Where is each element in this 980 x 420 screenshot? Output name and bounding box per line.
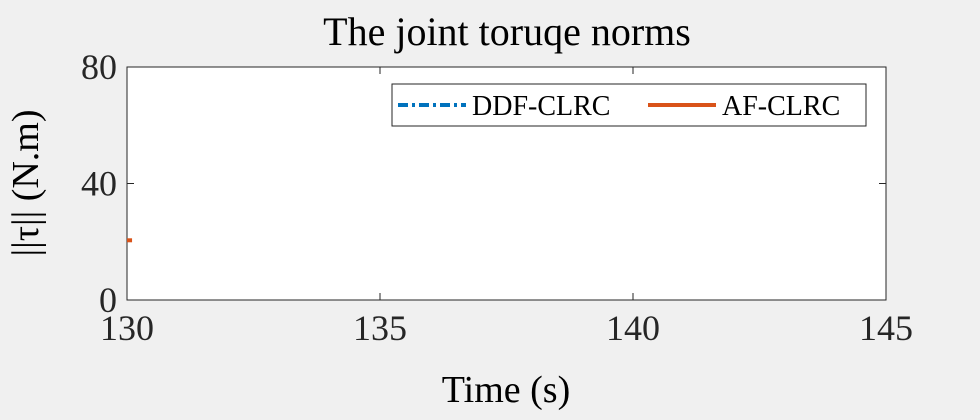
x-tick-label: 145 bbox=[859, 308, 913, 348]
y-axis-label: ||τ|| (N.m) bbox=[5, 109, 47, 256]
chart-title: The joint toruqe norms bbox=[323, 9, 691, 54]
legend-label-ddf-clrc: DDF-CLRC bbox=[472, 91, 610, 122]
x-tick-label: 135 bbox=[353, 308, 407, 348]
x-tick-label: 140 bbox=[606, 308, 660, 348]
y-tick-label: 80 bbox=[81, 47, 117, 87]
x-axis-label: Time (s) bbox=[442, 369, 570, 411]
legend-box bbox=[391, 83, 867, 127]
y-tick-label: 40 bbox=[81, 164, 117, 204]
axis-ticks: 130 135 140 145 0 40 80 bbox=[81, 47, 913, 348]
y-tick-label: 0 bbox=[99, 280, 117, 320]
legend: DDF-CLRC AF-CLRC bbox=[391, 83, 867, 127]
legend-label-af-clrc: AF-CLRC bbox=[722, 91, 840, 122]
x-tick-label: 130 bbox=[100, 308, 154, 348]
